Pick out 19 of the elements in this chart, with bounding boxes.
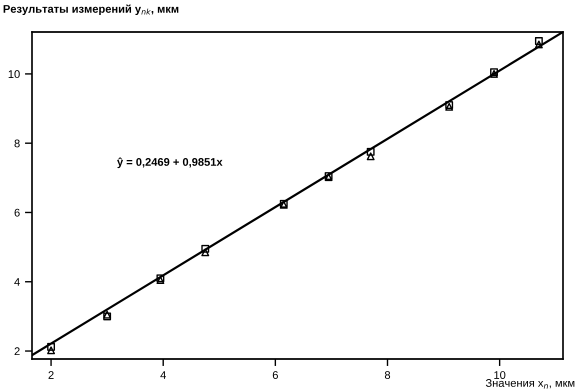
x-axis-title: Значения x$_{n}$, мкм [486, 379, 574, 389]
point [201, 248, 210, 256]
point [156, 274, 164, 282]
y-tick-label: 2 [14, 347, 20, 356]
x-tick-label: 2 [48, 371, 54, 379]
point [156, 276, 164, 284]
x-tick-label: 4 [160, 371, 166, 379]
point [47, 346, 56, 354]
x-tick-label: 6 [272, 371, 278, 379]
y-axis-title: Результаты измерений y$_{nk}$, мкм [4, 4, 178, 16]
x-tick-label: 10 [494, 371, 506, 379]
point [366, 152, 375, 160]
y-tick-label: 8 [14, 139, 20, 148]
point [534, 40, 543, 48]
y-tick-label: 4 [14, 278, 20, 286]
y-tick-label: 6 [14, 208, 20, 217]
annotation: ŷ = 0,2469 + 0,9851x [117, 158, 223, 168]
x-tick-label: 8 [384, 371, 390, 379]
y-tick-label: 10 [8, 70, 20, 78]
